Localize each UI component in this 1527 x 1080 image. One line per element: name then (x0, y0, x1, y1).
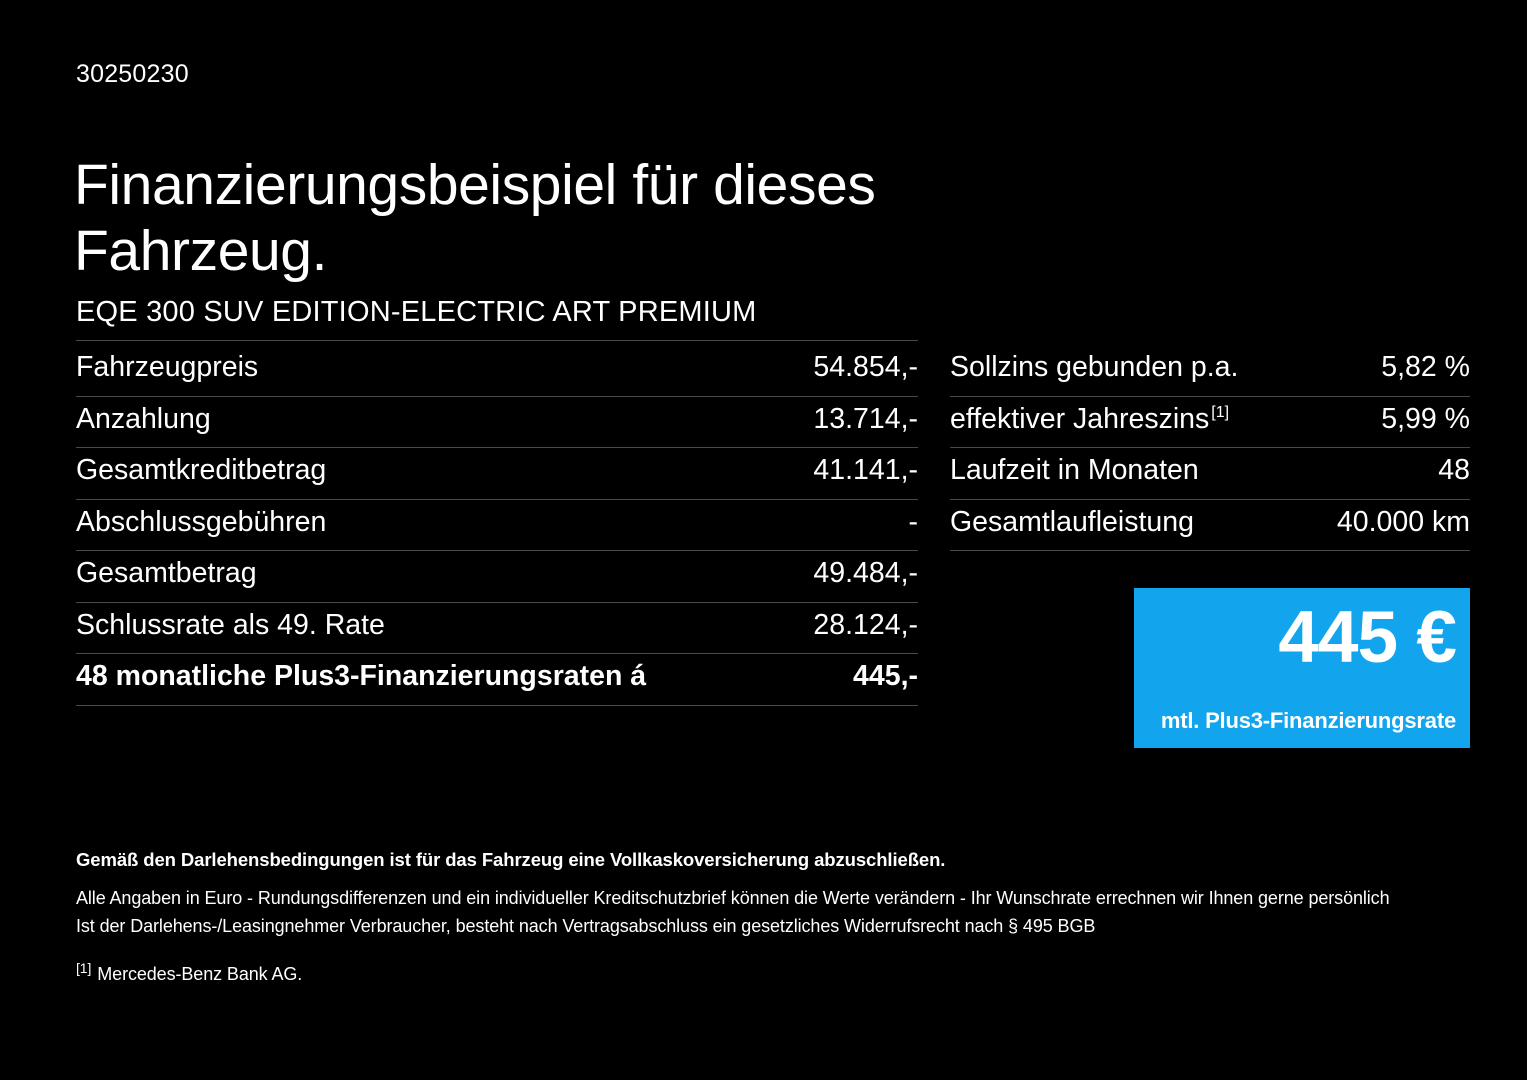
footer-footnote: [1] Mercedes-Benz Bank AG. (76, 961, 1466, 985)
finance-table-right: Sollzins gebunden p.a. 5,82 % effektiver… (950, 345, 1470, 551)
table-row: Gesamtlaufleistung 40.000 km (950, 500, 1470, 551)
table-row-monthly-rate: 48 monatliche Plus3-Finanzierungsraten á… (76, 654, 918, 706)
footnote-marker: [1] (1211, 404, 1230, 421)
row-value: 40.000 km (1336, 505, 1470, 538)
row-label: Gesamtkreditbetrag (76, 454, 327, 486)
footer-line-1: Alle Angaben in Euro - Rundungsdifferenz… (76, 887, 1390, 908)
row-label: Anzahlung (76, 402, 211, 435)
legal-footer: Gemäß den Darlehensbedingungen ist für d… (76, 848, 1466, 985)
footer-line-2: Ist der Darlehens-/Leasingnehmer Verbrau… (76, 915, 1096, 936)
row-label: Abschlussgebühren (76, 505, 327, 538)
row-label: 48 monatliche Plus3-Finanzierungsraten á (76, 660, 647, 692)
vehicle-model: EQE 300 SUV EDITION-ELECTRIC ART PREMIUM (76, 296, 918, 341)
row-value: 41.141,- (813, 454, 918, 486)
row-label: effektiver Jahreszins [1] (950, 402, 1230, 435)
monthly-rate-box: 445 € mtl. Plus3-Finanzierungsrate (1134, 588, 1470, 748)
table-row: Anzahlung 13.714,- (76, 397, 918, 448)
row-value: 54.854,- (813, 351, 918, 383)
table-row: Abschlussgebühren - (76, 500, 919, 551)
table-row: effektiver Jahreszins [1] 5,99 % (950, 397, 1470, 448)
table-row: Gesamtkreditbetrag 41.141,- (76, 448, 918, 500)
row-label: Gesamtbetrag (76, 557, 257, 589)
footer-insurance-note: Gemäß den Darlehensbedingungen ist für d… (76, 849, 946, 870)
row-value: 13.714,- (813, 402, 918, 435)
row-value: - (908, 505, 919, 538)
monthly-rate-amount: 445 € (1278, 597, 1457, 678)
footnote-marker: [1] (76, 959, 92, 976)
row-value: 48 (1438, 454, 1470, 486)
row-value: 28.124,- (813, 608, 918, 641)
table-row: Schlussrate als 49. Rate 28.124,- (76, 603, 918, 654)
table-row: Laufzeit in Monaten 48 (950, 448, 1470, 500)
finance-table-left: Fahrzeugpreis 54.854,- Anzahlung 13.714,… (76, 345, 918, 706)
offer-id: 30250230 (76, 60, 189, 88)
row-label: Fahrzeugpreis (76, 351, 259, 383)
footnote-text: Mercedes-Benz Bank AG. (97, 963, 303, 984)
table-row: Gesamtbetrag 49.484,- (76, 551, 918, 603)
row-label: Gesamtlaufleistung (950, 505, 1194, 538)
table-row: Sollzins gebunden p.a. 5,82 % (950, 345, 1470, 397)
row-label: Laufzeit in Monaten (950, 454, 1199, 486)
row-label: Schlussrate als 49. Rate (76, 608, 385, 641)
row-value: 5,99 % (1381, 402, 1470, 435)
page-title: Finanzierungsbeispiel für dieses Fahrzeu… (74, 153, 876, 284)
row-value: 49.484,- (813, 557, 918, 589)
monthly-rate-caption: mtl. Plus3-Finanzierungsrate (1160, 708, 1456, 733)
row-value: 5,82 % (1381, 351, 1470, 383)
table-row: Fahrzeugpreis 54.854,- (76, 345, 918, 397)
row-value: 445,- (853, 660, 918, 692)
row-label: Sollzins gebunden p.a. (950, 351, 1239, 383)
